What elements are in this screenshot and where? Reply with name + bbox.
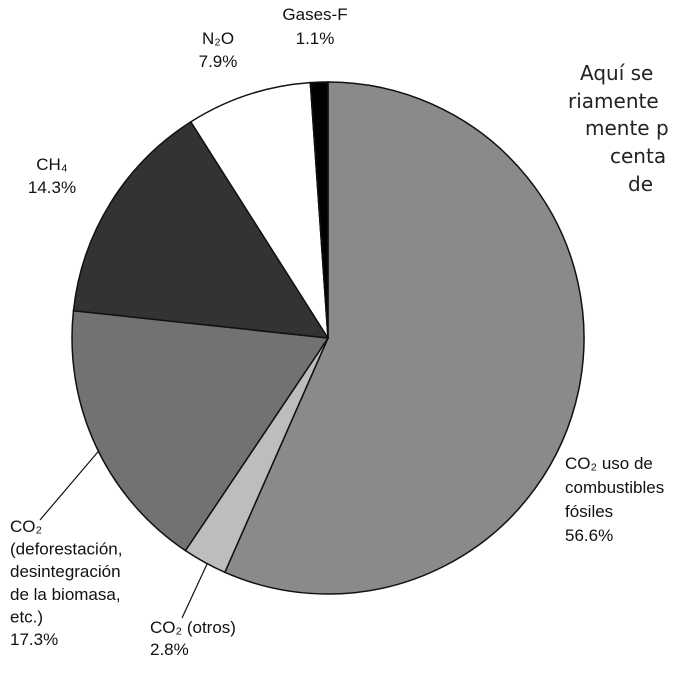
value-label: 1.1% [296,29,335,48]
pie-slice [71,309,330,552]
slice-label: CO₂ uso de combustibles fósiles [565,454,664,521]
body-text: riamente [568,89,659,113]
slice-label-line: N₂O [202,29,234,48]
slice-label-line: etc.) [10,607,43,626]
slice-label-line: desintegración [10,562,121,581]
slice-label: N₂O [202,29,234,48]
value-label: 56.6% [565,526,613,545]
slice-label: Gases-F [282,5,347,24]
body-text: centa [610,144,666,168]
pie-slice [189,81,329,339]
slice-label-line: CO₂ [10,517,42,536]
slice-label-line: Gases-F [282,5,347,24]
value-label: 14.3% [28,178,76,197]
value-label: 2.8% [150,640,189,659]
value-label: 7.9% [199,52,238,71]
slice-label-line: CO₂ (otros) [150,618,236,637]
value-label: 17.3% [10,630,58,649]
pie-slice [72,120,330,339]
slice-label-line: fósiles [565,502,613,521]
slice-label: CO₂ (deforestación, desintegración de la bi… [10,517,122,626]
pie-slice [309,81,329,339]
slice-label-line: de la biomasa, [10,585,121,604]
slice-label: CH₄ [36,155,68,174]
body-text: mente p [585,116,669,140]
slice-label-line: CH₄ [36,155,68,174]
slice-label-line: combustibles [565,478,664,497]
slice-label-line: CO₂ uso de [565,454,653,473]
pie-slice [223,81,585,595]
leader-line [181,561,209,619]
leader-line [39,439,109,521]
body-text: Aquí se [580,61,653,85]
slice-label: CO₂ (otros) [150,618,236,637]
body-text: de [628,172,653,196]
slice-label-line: (deforestación, [10,540,122,559]
